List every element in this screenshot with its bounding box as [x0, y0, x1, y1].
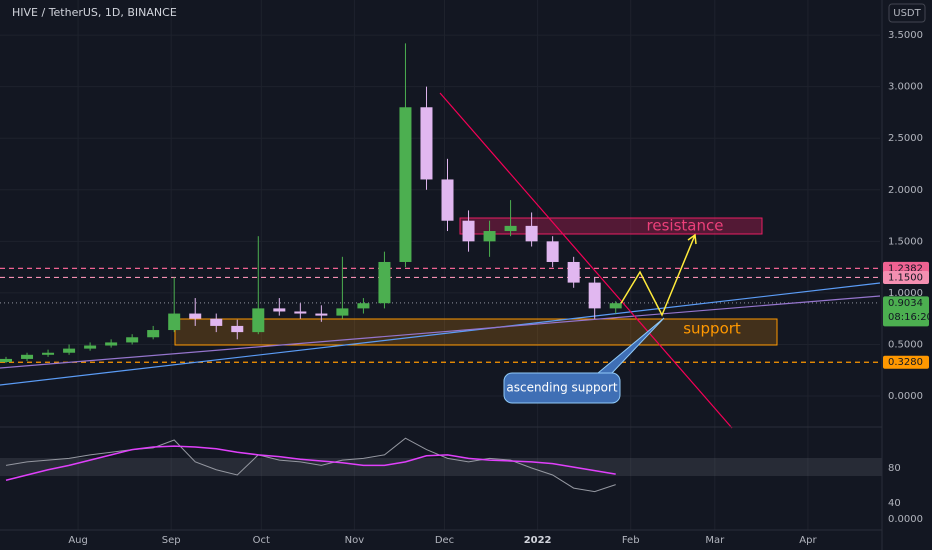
indicator-label: 0.0000	[888, 514, 923, 525]
candle-body	[63, 348, 76, 353]
candle-body	[126, 337, 139, 343]
price-label-bg	[883, 355, 929, 369]
candle-body	[525, 225, 538, 242]
candle-body	[567, 261, 580, 283]
candle-body	[315, 313, 328, 316]
candle-body	[504, 225, 517, 232]
candle-body	[231, 325, 244, 333]
y-tick-label: 1.0000	[888, 288, 923, 299]
candle-body	[546, 241, 559, 262]
currency: USDT	[893, 8, 921, 19]
indicator-tick-label: 40	[888, 498, 901, 509]
y-tick-label: 2.0000	[888, 185, 923, 196]
candle-body	[42, 352, 55, 355]
trendline	[0, 282, 881, 386]
candle-body	[378, 261, 391, 304]
x-tick-label: Nov	[345, 535, 365, 546]
candle-body	[336, 308, 349, 316]
indicator-line	[5, 445, 616, 481]
y-tick-label: 1.5000	[888, 236, 923, 247]
trendline	[439, 92, 733, 429]
candle-body	[84, 345, 97, 349]
candle-body	[147, 330, 160, 338]
candle-body	[609, 303, 622, 309]
indicator-tick-label: 80	[888, 463, 901, 474]
arrow-head	[687, 233, 697, 245]
projection-arrow	[619, 234, 696, 317]
candle-body	[357, 303, 370, 309]
candles	[0, 43, 622, 364]
x-tick-label: Mar	[705, 535, 725, 546]
candle-body	[441, 179, 454, 221]
candle-body	[588, 282, 601, 309]
callout	[503, 317, 665, 404]
x-tick-label: Dec	[435, 535, 454, 546]
x-tick-label: Sep	[162, 535, 181, 546]
candle-body	[273, 308, 286, 312]
y-tick-label: 0.5000	[888, 339, 923, 350]
candle-body	[420, 107, 433, 180]
y-tick-label: 3.0000	[888, 82, 923, 93]
candle-body	[462, 220, 475, 242]
candle-body	[105, 342, 118, 346]
x-tick-label: 2022	[524, 535, 552, 546]
price-label: 1.1500	[888, 272, 923, 283]
support-zone	[174, 318, 778, 346]
candle-body	[0, 358, 13, 363]
price-label-bg	[883, 270, 929, 284]
y-tick-label: 2.5000	[888, 133, 923, 144]
candle-body	[189, 313, 202, 319]
price-label: 1.2382	[888, 263, 923, 274]
x-tick-label: Oct	[253, 535, 270, 546]
chart-title: HIVE / TetherUS, 1D, BINANCE	[12, 6, 177, 19]
grid	[0, 0, 880, 530]
price-label: 0.3280	[888, 357, 923, 368]
currency-box	[888, 3, 926, 23]
candle-body	[21, 354, 34, 359]
price-label-bg	[883, 296, 929, 327]
x-tick-label: Aug	[68, 535, 88, 546]
annotation: ascending support	[506, 381, 618, 395]
x-tick-label: Feb	[622, 535, 640, 546]
x-tick-label: Apr	[799, 535, 817, 546]
price-label: 0.9034	[888, 298, 923, 309]
candle-body	[399, 107, 412, 262]
candle-body	[294, 311, 307, 314]
y-tick-label: 3.5000	[888, 30, 923, 41]
candle-body	[252, 308, 265, 333]
annotation: resistance	[647, 217, 724, 235]
candle-body	[483, 231, 496, 242]
y-tick-label: 0.0000	[888, 391, 923, 402]
candle-body	[168, 313, 181, 331]
countdown: 08:16:20	[888, 312, 932, 323]
candle-body	[210, 318, 223, 326]
indicator-band	[0, 458, 882, 476]
annotation: support	[683, 320, 741, 338]
trendline	[0, 295, 881, 369]
